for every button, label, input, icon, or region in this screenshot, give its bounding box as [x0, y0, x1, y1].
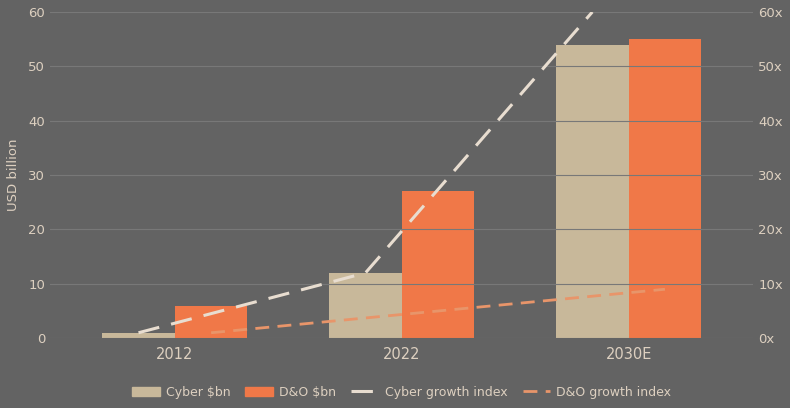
Bar: [329, 273, 402, 338]
Bar: [175, 306, 247, 338]
Bar: [402, 191, 474, 338]
Bar: [629, 39, 702, 338]
Bar: [102, 333, 175, 338]
Legend: Cyber $bn, D&O $bn, Cyber growth index, D&O growth index: Cyber $bn, D&O $bn, Cyber growth index, …: [127, 381, 676, 404]
Y-axis label: USD billion: USD billion: [7, 139, 20, 211]
Bar: [556, 44, 629, 338]
